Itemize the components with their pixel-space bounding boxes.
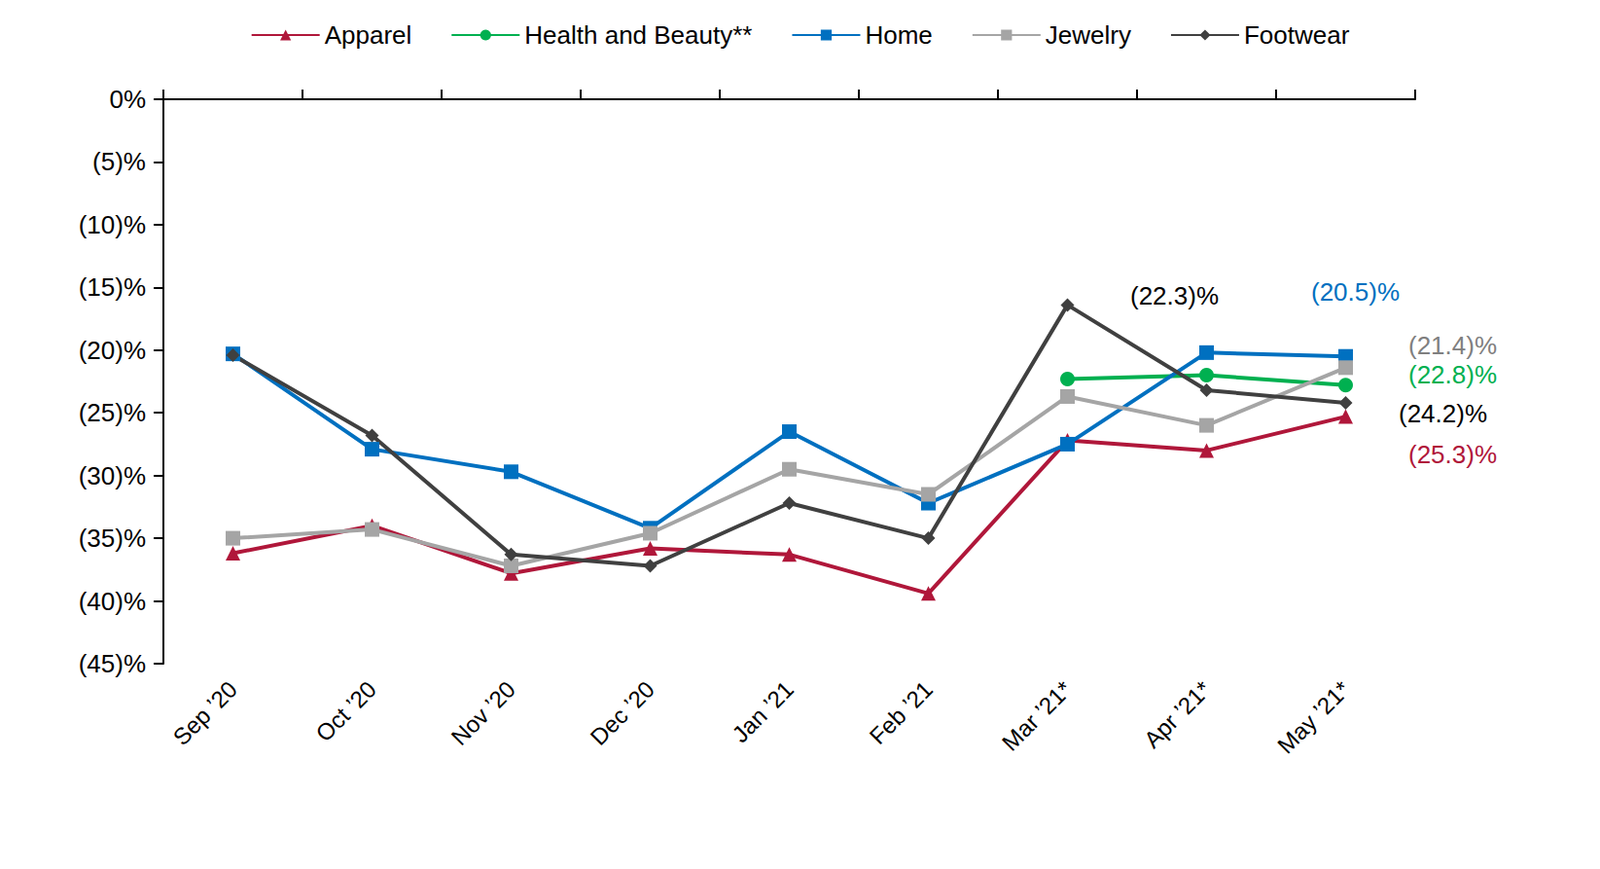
svg-text:(15)%: (15)% (78, 272, 146, 302)
svg-text:May ’21*: May ’21* (1272, 675, 1355, 758)
svg-text:(35)%: (35)% (78, 523, 146, 553)
svg-text:Apparel: Apparel (324, 20, 413, 50)
svg-text:(5)%: (5)% (92, 146, 146, 177)
svg-text:(22.3)%: (22.3)% (1130, 281, 1219, 311)
svg-text:Jan ’21: Jan ’21 (726, 675, 799, 747)
svg-text:(22.8)%: (22.8)% (1408, 359, 1497, 390)
svg-text:Feb ’21: Feb ’21 (863, 675, 938, 749)
svg-text:(25)%: (25)% (78, 397, 146, 427)
svg-text:Health and Beauty**: Health and Beauty** (524, 20, 752, 50)
svg-text:Dec ’20: Dec ’20 (584, 675, 660, 750)
svg-text:(20.5)%: (20.5)% (1311, 277, 1400, 307)
svg-text:Mar ’21*: Mar ’21* (996, 675, 1077, 755)
svg-text:(24.2)%: (24.2)% (1398, 398, 1488, 428)
svg-text:Apr ’21*: Apr ’21* (1138, 675, 1216, 752)
svg-text:(10)%: (10)% (78, 210, 146, 240)
svg-text:(45)%: (45)% (78, 648, 146, 678)
svg-text:Nov ’20: Nov ’20 (445, 675, 521, 750)
svg-text:(21.4)%: (21.4)% (1408, 330, 1497, 360)
svg-text:(25.3)%: (25.3)% (1408, 439, 1497, 469)
svg-text:(30)%: (30)% (78, 461, 146, 491)
svg-text:(40)%: (40)% (78, 586, 146, 616)
svg-text:Jewelry: Jewelry (1045, 20, 1132, 50)
svg-text:Oct ’20: Oct ’20 (310, 675, 382, 747)
svg-text:Home: Home (864, 20, 932, 50)
svg-text:(20)%: (20)% (78, 335, 146, 365)
svg-text:Sep ’20: Sep ’20 (167, 675, 243, 750)
svg-text:Footwear: Footwear (1244, 20, 1351, 50)
svg-text:0%: 0% (108, 84, 146, 114)
